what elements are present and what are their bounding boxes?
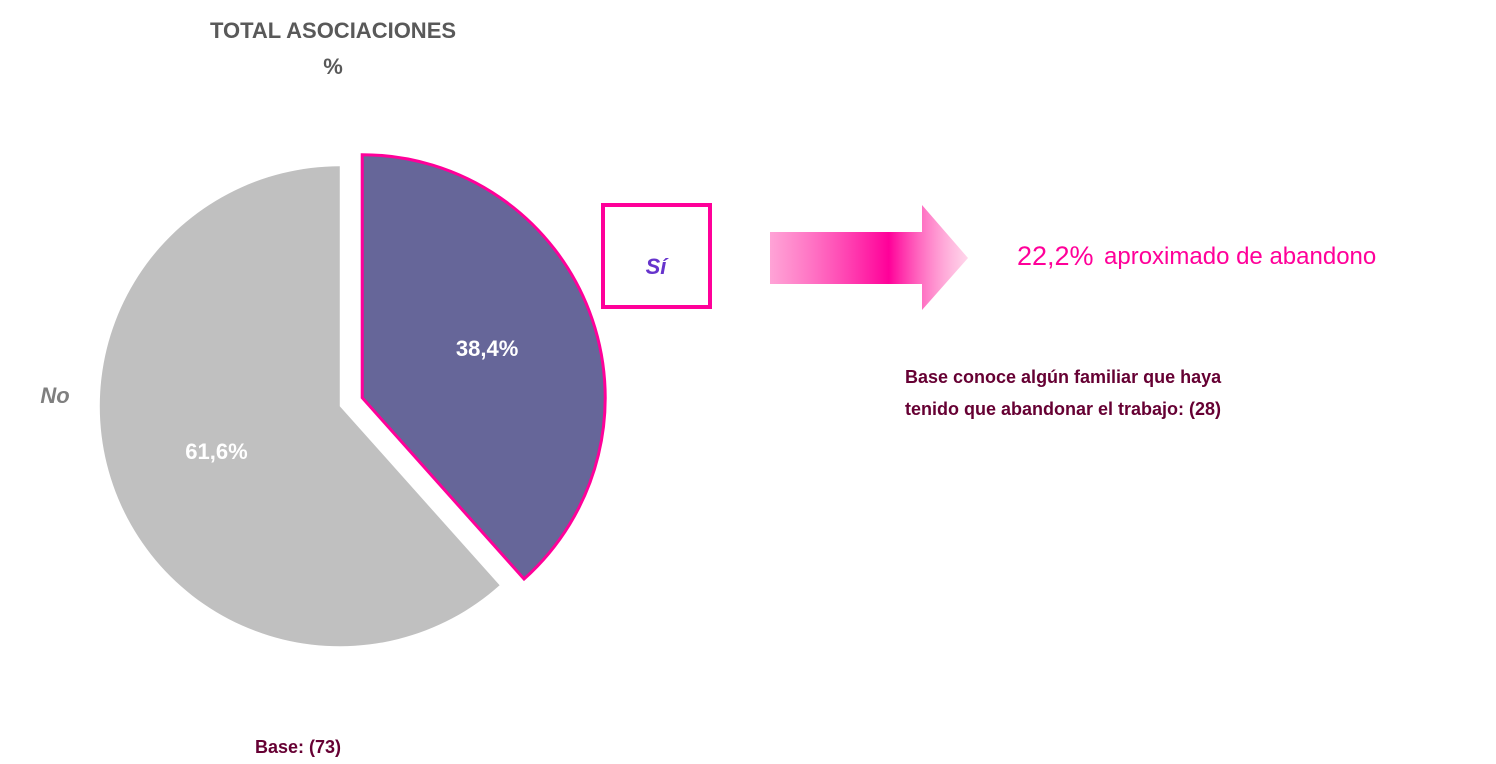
annotation: 22,2% aproximado de abandono [1017,241,1376,271]
arrow [770,205,968,310]
legend-label: No [40,383,69,408]
pie-slice [99,166,500,647]
annotation-value: 22,2% [1017,241,1094,271]
legend-label: Sí [646,254,670,279]
base-note: tenido que abandonar el trabajo: (28) [905,399,1221,419]
legend-box [601,203,712,309]
annotation-text: aproximado de abandono [1104,243,1376,270]
data-label: 38,4% [456,336,518,361]
chart-title: TOTAL ASOCIACIONES [210,18,456,43]
pie-slice [360,153,607,582]
data-label: 61,6% [185,439,247,464]
chart-subtitle: % [323,54,343,79]
base-label: Base: (73) [255,737,341,757]
pie: 38,4% 61,6% [99,153,607,647]
base-note: Base conoce algún familiar que haya [905,367,1222,387]
